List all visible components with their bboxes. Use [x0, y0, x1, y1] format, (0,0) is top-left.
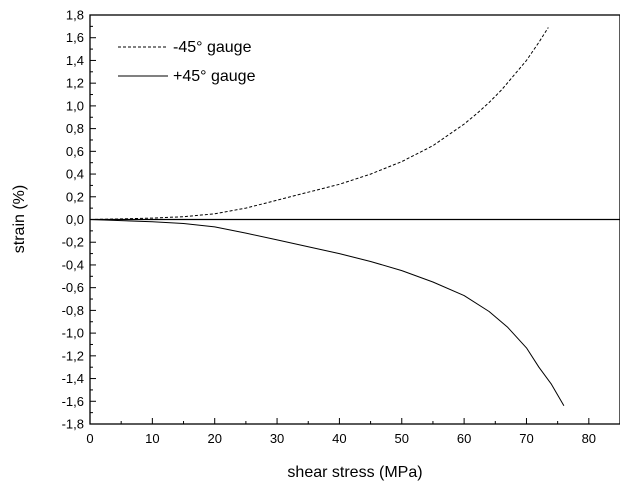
- y-tick-label: -0,4: [62, 257, 84, 272]
- x-tick-label: 60: [457, 431, 471, 446]
- x-tick-label: 50: [395, 431, 409, 446]
- y-tick-label: 0,0: [66, 212, 84, 227]
- y-tick-label: 0,6: [66, 144, 84, 159]
- legend-label-minus-45: -45° gauge: [173, 39, 252, 56]
- x-tick-label: 0: [86, 431, 93, 446]
- x-tick-label: 70: [519, 431, 533, 446]
- y-axis-title: strain (%): [11, 185, 28, 253]
- x-axis-ticks: 0 10 20 30 40 50 60 70 80: [86, 418, 596, 446]
- y-tick-label: -1,6: [62, 394, 84, 409]
- y-tick-label: -1,8: [62, 417, 84, 432]
- series-line-minus-45-gauge: [89, 27, 549, 220]
- x-axis-title: shear stress (MPa): [287, 464, 422, 481]
- y-tick-label: 1,4: [66, 53, 84, 68]
- y-tick-label: 1,2: [66, 76, 84, 91]
- y-tick-label: 0,2: [66, 189, 84, 204]
- legend-label-plus-45: +45° gauge: [173, 68, 256, 85]
- series-line-plus-45-gauge: [89, 219, 565, 407]
- y-tick-label: -0,2: [62, 235, 84, 250]
- y-tick-label: -0,6: [62, 280, 84, 295]
- y-tick-label: 0,4: [66, 167, 84, 182]
- x-tick-label: 30: [270, 431, 284, 446]
- x-tick-label: 40: [332, 431, 346, 446]
- data-series: [89, 27, 565, 407]
- x-tick-label: 10: [145, 431, 159, 446]
- y-tick-label: -1,0: [62, 326, 84, 341]
- y-tick-label: 0,8: [66, 121, 84, 136]
- y-tick-label: -0,8: [62, 303, 84, 318]
- x-tick-label: 20: [207, 431, 221, 446]
- legend: -45° gauge +45° gauge: [118, 39, 256, 85]
- x-tick-label: 80: [582, 431, 596, 446]
- y-tick-label: 1,8: [66, 8, 84, 23]
- y-tick-label: -1,2: [62, 348, 84, 363]
- y-tick-label: 1,0: [66, 98, 84, 113]
- y-axis-ticks: -1,8 -1,6 -1,4 -1,2 -1,0 -0,8 -0,6 -0,4 -0,2 0,0 0…: [62, 8, 96, 432]
- y-tick-label: -1,4: [62, 371, 84, 386]
- y-tick-label: 1,6: [66, 30, 84, 45]
